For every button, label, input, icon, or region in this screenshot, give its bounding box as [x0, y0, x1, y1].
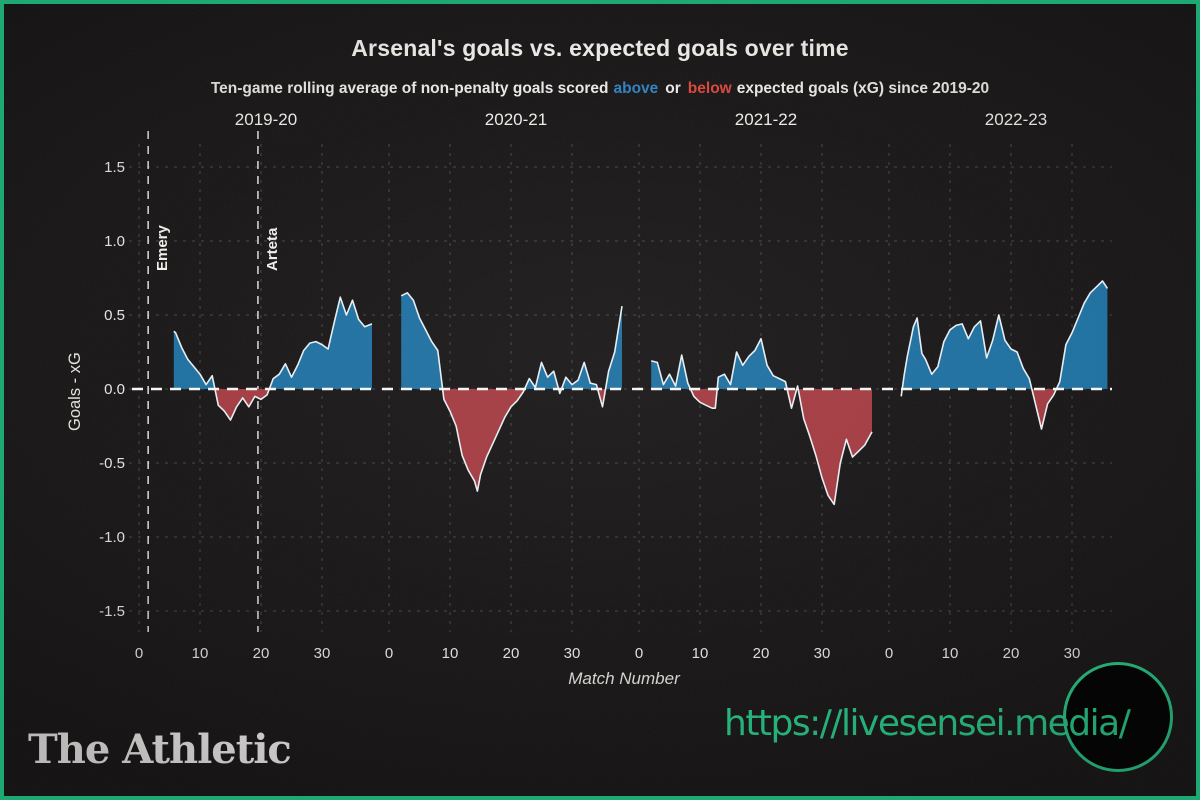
- y-axis-title: Goals - xG: [66, 352, 84, 432]
- chart-canvas: 1.51.00.50.0-0.5-1.0-1.50102030010203001…: [4, 4, 1196, 796]
- season-label-2020-21: 2020-21: [484, 110, 548, 129]
- season-label-2019-20: 2019-20: [234, 110, 298, 129]
- season-label-2022-23: 2022-23: [984, 110, 1048, 129]
- watermark-circle: [1063, 662, 1173, 772]
- annotation-label-emery: Emery: [154, 225, 171, 271]
- the-athletic-logo: The Athletic: [28, 726, 292, 773]
- season-label-2021-22: 2021-22: [734, 110, 798, 129]
- x-axis-title: Match Number: [568, 669, 680, 688]
- watermark-link[interactable]: https://livesensei.media/: [724, 703, 1131, 744]
- annotation-label-arteta: Arteta: [264, 227, 281, 271]
- film-grain: [4, 4, 1196, 796]
